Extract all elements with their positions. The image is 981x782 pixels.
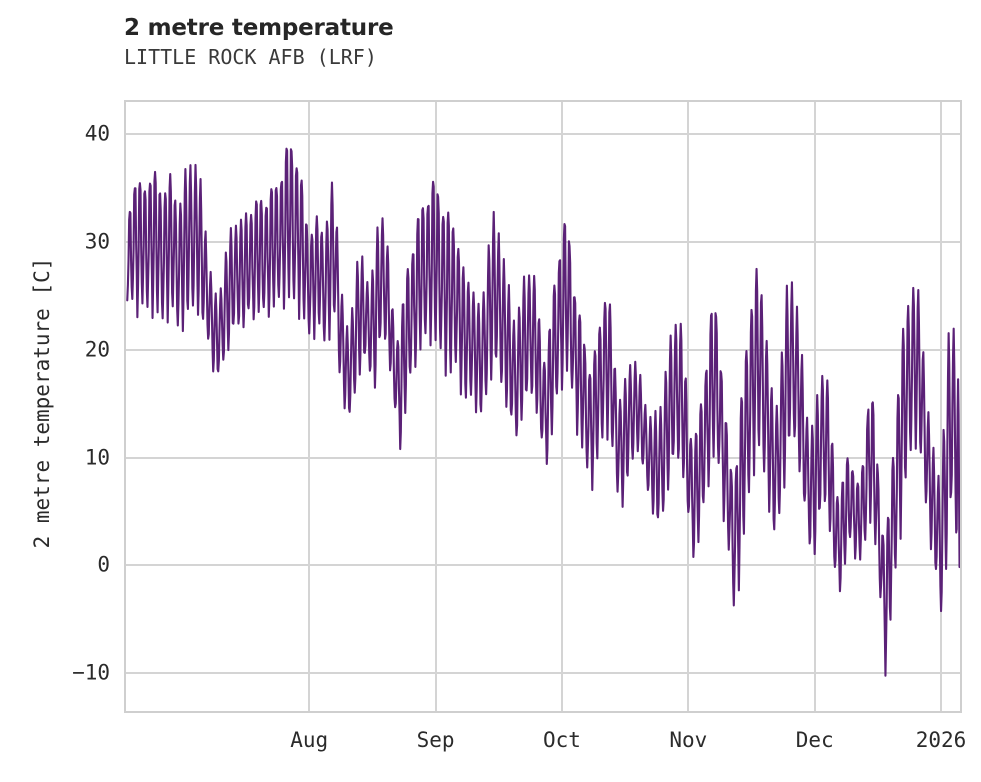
y-tick-label: 0	[97, 552, 110, 577]
gridline-horizontal	[126, 348, 960, 351]
gridline-vertical	[813, 102, 816, 711]
temperature-line	[126, 147, 960, 677]
plot-inner	[126, 102, 960, 711]
x-tick-label: Oct	[542, 728, 581, 752]
gridline-horizontal	[126, 133, 960, 136]
gridline-vertical	[308, 102, 311, 711]
gridline-horizontal	[126, 456, 960, 459]
page-title: 2 metre temperature	[124, 15, 394, 41]
gridline-horizontal	[126, 564, 960, 567]
x-tick-label: Sep	[416, 728, 455, 752]
x-tick-label: Nov	[669, 728, 708, 752]
x-tick-label: Aug	[290, 728, 329, 752]
gridline-horizontal	[126, 672, 960, 675]
gridline-vertical	[434, 102, 437, 711]
y-tick-label: 10	[84, 445, 110, 470]
chart-subtitle: LITTLE ROCK AFB (LRF)	[124, 45, 377, 69]
x-tick-label: 2026	[915, 728, 967, 752]
gridline-vertical	[940, 102, 943, 711]
y-tick-label: −10	[72, 660, 110, 685]
plot-area	[124, 100, 962, 713]
gridline-vertical	[560, 102, 563, 711]
title-block: 2 metre temperature LITTLE ROCK AFB (LRF…	[124, 14, 924, 70]
y-axis-label: 2 metre temperature [C]	[30, 257, 54, 549]
x-tick-label: Dec	[795, 728, 834, 752]
y-tick-label: 30	[84, 229, 110, 254]
gridline-vertical	[687, 102, 690, 711]
y-tick-label: 20	[84, 337, 110, 362]
temperature-series	[126, 147, 960, 677]
gridline-horizontal	[126, 241, 960, 244]
y-tick-label: 40	[84, 121, 110, 146]
